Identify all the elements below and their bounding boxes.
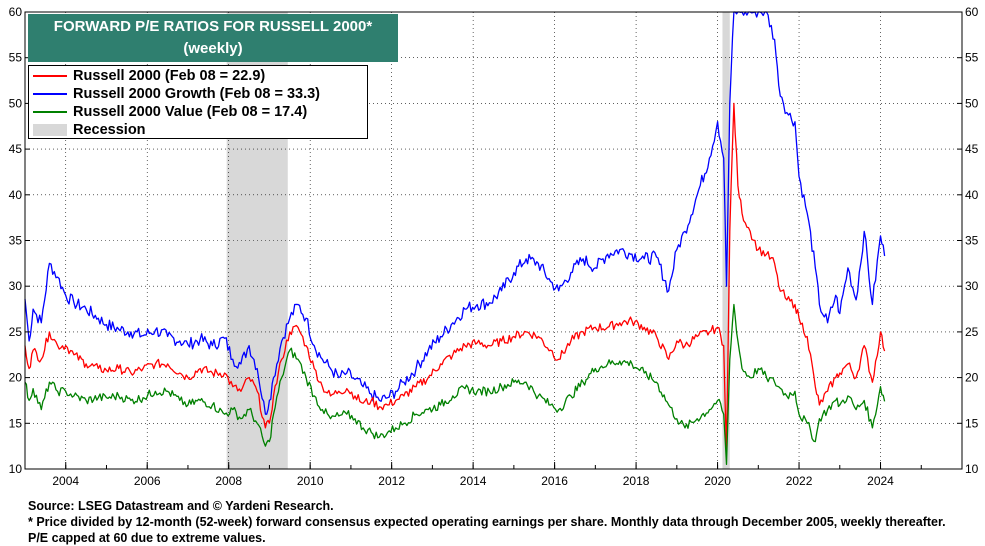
x-tick-label: 2016 [541, 474, 568, 488]
y-tick-label-left: 35 [9, 234, 23, 248]
x-tick-label: 2020 [704, 474, 731, 488]
x-tick-label: 2018 [623, 474, 650, 488]
x-tick-label: 2014 [460, 474, 487, 488]
y-tick-label-left: 15 [9, 416, 23, 430]
y-tick-label-right: 25 [965, 325, 979, 339]
footnotes: Source: LSEG Datastream and © Yardeni Re… [28, 498, 978, 546]
y-tick-label-left: 40 [9, 188, 23, 202]
x-tick-label: 2012 [378, 474, 405, 488]
x-tick-label: 2010 [297, 474, 324, 488]
legend-swatch-recession [33, 124, 67, 136]
y-tick-label-right: 55 [965, 51, 979, 65]
y-tick-label-left: 50 [9, 96, 23, 110]
chart-title: FORWARD P/E RATIOS FOR RUSSELL 2000* [53, 18, 373, 35]
x-tick-label: 2006 [134, 474, 161, 488]
y-tick-label-left: 30 [9, 279, 23, 293]
legend-item-russell-2000: Russell 2000 (Feb 08 = 22.9) [33, 67, 367, 85]
y-tick-label-left: 60 [9, 5, 23, 19]
footnote-2: P/E capped at 60 due to extreme values. [28, 531, 266, 545]
chart-subtitle: (weekly) [183, 40, 243, 57]
legend: Russell 2000 (Feb 08 = 22.9) Russell 200… [28, 65, 368, 139]
y-tick-label-right: 20 [965, 371, 979, 385]
legend-item-recession: Recession [33, 121, 367, 139]
y-tick-label-right: 45 [965, 142, 979, 156]
y-tick-label-left: 55 [9, 51, 23, 65]
y-tick-label-right: 60 [965, 5, 979, 19]
y-tick-label-right: 30 [965, 279, 979, 293]
legend-label: Russell 2000 Value (Feb 08 = 17.4) [73, 104, 308, 120]
legend-item-russell-2000-growth: Russell 2000 Growth (Feb 08 = 33.3) [33, 85, 367, 103]
y-tick-label-right: 50 [965, 96, 979, 110]
legend-swatch-blue [33, 93, 67, 95]
y-tick-label-left: 25 [9, 325, 23, 339]
y-tick-label-right: 35 [965, 234, 979, 248]
x-tick-label: 2004 [52, 474, 79, 488]
y-tick-label-right: 10 [965, 462, 979, 476]
legend-label: Recession [73, 122, 146, 138]
y-tick-label-right: 40 [965, 188, 979, 202]
y-tick-label-left: 10 [9, 462, 23, 476]
legend-swatch-red [33, 75, 67, 77]
y-tick-label-right: 15 [965, 416, 979, 430]
x-tick-label: 2024 [867, 474, 894, 488]
y-tick-label-left: 20 [9, 371, 23, 385]
series-line-russell-2000 [24, 102, 886, 452]
x-tick-label: 2022 [786, 474, 813, 488]
chart-title-box: FORWARD P/E RATIOS FOR RUSSELL 2000* (we… [28, 14, 398, 62]
footnote-1: * Price divided by 12-month (52-week) fo… [28, 515, 946, 529]
legend-label: Russell 2000 Growth (Feb 08 = 33.3) [73, 86, 321, 102]
y-tick-label-left: 45 [9, 142, 23, 156]
source-note: Source: LSEG Datastream and © Yardeni Re… [28, 499, 334, 513]
legend-label: Russell 2000 (Feb 08 = 22.9) [73, 68, 266, 84]
series-line-russell-2000-value [24, 303, 886, 466]
legend-swatch-green [33, 111, 67, 113]
x-tick-label: 2008 [215, 474, 242, 488]
legend-item-russell-2000-value: Russell 2000 Value (Feb 08 = 17.4) [33, 103, 367, 121]
